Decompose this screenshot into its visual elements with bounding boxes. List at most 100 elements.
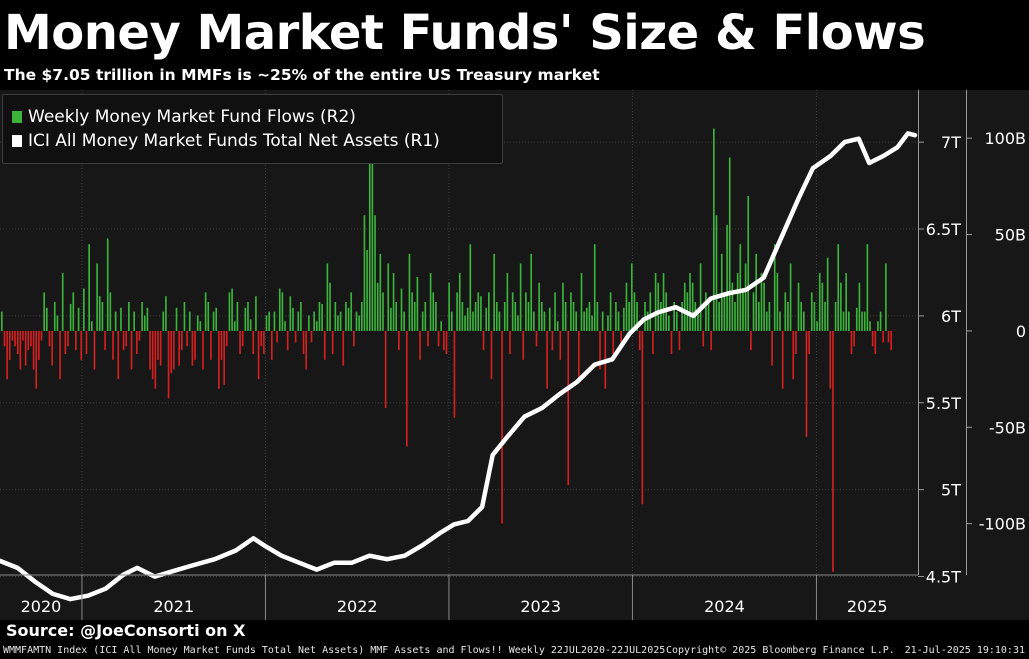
footer-index-description: WMMFAMTN Index (ICI All Money Market Fun… — [3, 645, 666, 656]
flow-bar-78 — [207, 302, 210, 331]
flow-bar-169 — [448, 282, 450, 331]
flow-bar-131 — [347, 307, 350, 331]
flow-bar-230 — [609, 292, 612, 331]
flow-bar-234 — [620, 330, 623, 347]
flow-bar-24 — [64, 330, 67, 355]
flow-bar-141 — [374, 215, 376, 331]
flow-bar-146 — [387, 263, 390, 331]
flow-bar-289 — [765, 311, 768, 331]
flow-bar-49 — [130, 330, 133, 370]
flow-bar-90 — [239, 330, 241, 355]
flow-bar-257 — [681, 302, 683, 331]
flow-bar-241 — [638, 330, 641, 351]
flow-bar-331 — [877, 321, 879, 331]
flow-bar-323 — [855, 307, 858, 331]
flow-bar-163 — [432, 292, 435, 331]
flow-bar-322 — [853, 330, 855, 347]
flow-bar-307 — [813, 302, 816, 331]
flow-bar-226 — [599, 330, 601, 370]
flow-bar-9 — [24, 330, 27, 366]
flow-bar-26 — [69, 303, 72, 331]
legend-label-assets: ICI All Money Market Funds Total Net Ass… — [28, 131, 440, 151]
flow-bar-313 — [829, 330, 832, 389]
flow-bar-137 — [363, 215, 366, 331]
flow-bar-189 — [501, 330, 503, 524]
flow-bar-286 — [758, 302, 760, 331]
flow-bar-147 — [390, 307, 392, 331]
flow-bar-85 — [225, 330, 228, 347]
x-tick-label-2023: 2023 — [520, 597, 561, 616]
flow-bar-142 — [376, 282, 379, 331]
flow-bar-89 — [236, 302, 239, 331]
flow-bar-232 — [615, 302, 617, 331]
flow-bar-107 — [284, 321, 286, 331]
flow-bar-161 — [427, 330, 429, 347]
flow-bar-221 — [585, 307, 588, 331]
flow-bar-294 — [779, 311, 781, 331]
flow-bar-272 — [720, 253, 723, 331]
flow-bar-195 — [517, 315, 519, 331]
flow-bar-222 — [588, 302, 591, 331]
flow-bar-295 — [781, 330, 784, 389]
x-tick-label-2024: 2024 — [704, 597, 745, 616]
flow-bar-133 — [353, 330, 355, 347]
flow-bar-207 — [548, 307, 551, 331]
flow-bar-183 — [485, 307, 488, 331]
flow-bar-156 — [413, 302, 416, 331]
flow-bar-129 — [342, 330, 345, 366]
flow-bar-244 — [646, 311, 649, 331]
flow-bar-187 — [495, 302, 498, 331]
flow-bar-58 — [154, 330, 157, 389]
flow-bar-190 — [503, 302, 506, 331]
flow-bar-46 — [122, 330, 125, 351]
flow-bar-86 — [228, 292, 231, 331]
legend-label-flows: Weekly Money Market Fund Flows (R2) — [28, 107, 356, 127]
flow-bar-208 — [551, 330, 554, 351]
flow-bar-160 — [424, 302, 427, 331]
flow-bar-277 — [734, 302, 736, 331]
flow-bar-100 — [265, 315, 268, 331]
flow-bar-128 — [339, 311, 342, 331]
flow-bar-31 — [83, 288, 85, 331]
flow-bar-121 — [321, 303, 323, 331]
flow-bar-117 — [310, 330, 313, 343]
flow-bar-167 — [443, 330, 445, 351]
flow-bar-27 — [72, 292, 75, 331]
flow-bar-1 — [3, 330, 6, 347]
flow-bar-220 — [583, 311, 585, 331]
r1-tick-label-0: 4.5T — [926, 568, 961, 587]
flow-bar-318 — [842, 311, 845, 331]
flow-bar-125 — [331, 330, 334, 355]
flow-bar-217 — [575, 311, 578, 331]
flow-bar-45 — [120, 307, 122, 331]
flow-bar-303 — [803, 311, 805, 331]
flow-bar-76 — [202, 330, 204, 370]
flow-bar-246 — [652, 330, 654, 355]
flow-bar-238 — [630, 263, 633, 331]
flow-bar-10 — [27, 330, 30, 351]
flow-bar-101 — [268, 311, 270, 331]
flow-bar-173 — [458, 273, 461, 331]
flow-bar-267 — [707, 302, 710, 331]
flow-bar-116 — [308, 315, 310, 331]
flow-bar-255 — [675, 311, 678, 331]
flow-bar-278 — [736, 273, 739, 331]
legend-swatch-flows — [12, 111, 22, 123]
flow-bar-287 — [760, 273, 763, 331]
plot-background — [0, 90, 918, 620]
flow-bar-188 — [498, 311, 501, 331]
flow-bar-204 — [540, 302, 543, 331]
flow-bar-126 — [334, 302, 337, 331]
flow-bar-178 — [472, 311, 474, 331]
flow-bar-336 — [890, 330, 892, 351]
flow-bar-171 — [453, 330, 456, 418]
flow-bar-275 — [728, 157, 731, 331]
flow-bar-330 — [874, 330, 877, 355]
r2-tick-label-2: 0 — [1016, 322, 1026, 341]
flow-bar-197 — [522, 330, 525, 360]
flow-bar-120 — [318, 302, 321, 331]
flow-bar-59 — [157, 330, 159, 360]
flow-bar-0 — [1, 311, 3, 331]
r2-tick-label-3: 50B — [995, 226, 1026, 245]
flow-bar-109 — [289, 296, 292, 331]
